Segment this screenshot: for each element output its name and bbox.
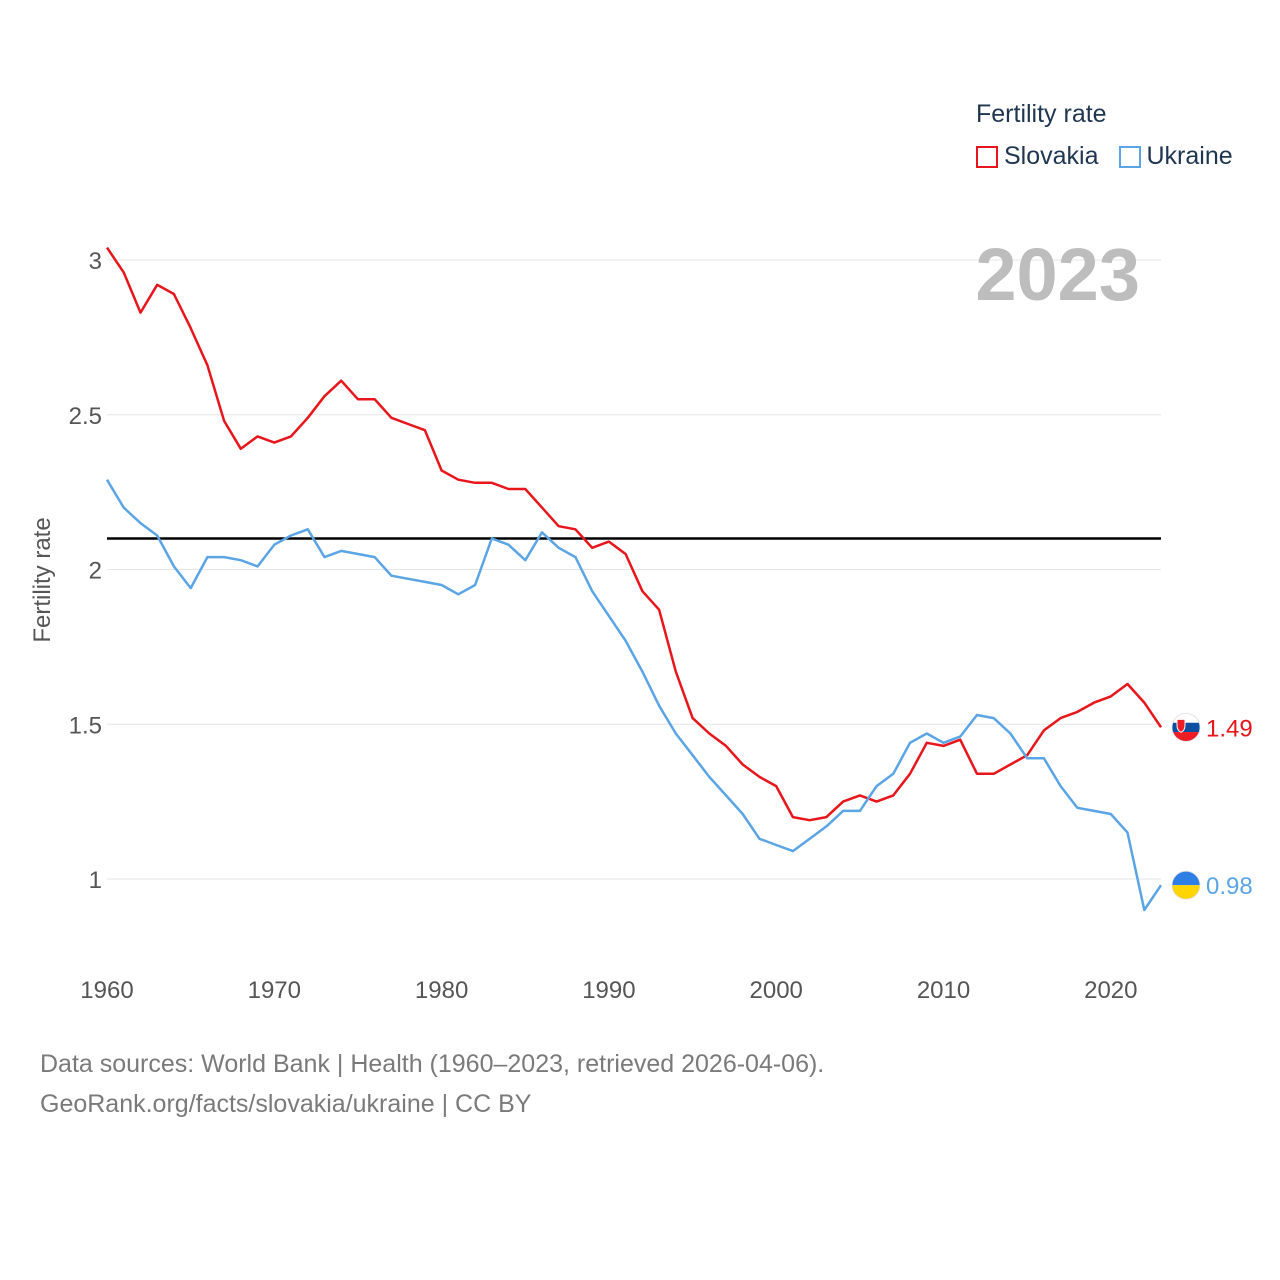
y-axis-label: Fertility rate <box>29 517 56 642</box>
legend-item-ukraine[interactable]: Ukraine <box>1118 142 1233 171</box>
y-tick-label: 1.5 <box>69 712 102 739</box>
flag-ring <box>1171 870 1201 900</box>
legend-label-slovakia: Slovakia <box>1004 142 1099 170</box>
source-link[interactable]: GeoRank.org/facts/slovakia/ukraine | CC … <box>40 1090 532 1118</box>
x-tick-label: 1980 <box>415 977 468 1004</box>
flag-stripe-red <box>1172 732 1200 742</box>
end-value-label-slovakia: 1.49 <box>1206 715 1253 742</box>
legend-swatch-slovakia <box>976 145 998 168</box>
series-lines <box>105 246 1163 912</box>
gridlines <box>107 259 1161 880</box>
x-tick-label: 2020 <box>1084 977 1137 1004</box>
line-chart: 1 1.5 2 2.5 3 1960 1970 1980 1990 2000 2010 2020 2… <box>29 233 1253 1004</box>
legend-title: Fertility rate <box>976 100 1107 128</box>
y-tick-label: 2.5 <box>69 403 102 430</box>
legend-swatch-ukraine <box>1118 145 1141 168</box>
ukraine-flag-icon <box>1172 871 1200 900</box>
x-axis-ticks: 1960 1970 1980 1990 2000 2010 2020 <box>80 977 1137 1004</box>
footer: Data sources: World Bank | Health (1960–… <box>40 1044 824 1124</box>
legend-label-ukraine: Ukraine <box>1146 142 1233 170</box>
legend: Slovakia Ukraine <box>976 142 1233 171</box>
x-tick-label: 2010 <box>917 977 970 1004</box>
year-label: 2023 <box>975 233 1140 316</box>
x-tick-label: 1990 <box>582 977 635 1004</box>
series-line-slovakia[interactable] <box>105 246 1163 822</box>
y-tick-label: 3 <box>89 248 102 275</box>
coat-of-arms-icon <box>1176 718 1186 733</box>
data-sources-text: Data sources: World Bank | Health (1960–… <box>40 1050 825 1078</box>
slovakia-flag-icon <box>1172 713 1200 742</box>
flag-stripe-white <box>1172 713 1200 723</box>
x-tick-label: 2000 <box>750 977 803 1004</box>
flag-stripe-yellow <box>1172 885 1200 900</box>
end-value-label-ukraine: 0.98 <box>1206 873 1253 900</box>
y-tick-label: 2 <box>89 558 102 585</box>
y-axis-ticks: 1 1.5 2 2.5 3 <box>69 248 102 894</box>
flag-stripe-blue <box>1172 722 1200 733</box>
flag-ring <box>1171 712 1201 742</box>
x-tick-label: 1960 <box>80 977 133 1004</box>
legend-item-slovakia[interactable]: Slovakia <box>976 142 1099 171</box>
flag-stripe-blue <box>1172 871 1200 886</box>
series-line-ukraine[interactable] <box>105 479 1163 912</box>
y-tick-label: 1 <box>89 867 102 894</box>
series-end-markers: 1.49 0.98 <box>1171 712 1253 900</box>
x-tick-label: 1970 <box>248 977 301 1004</box>
